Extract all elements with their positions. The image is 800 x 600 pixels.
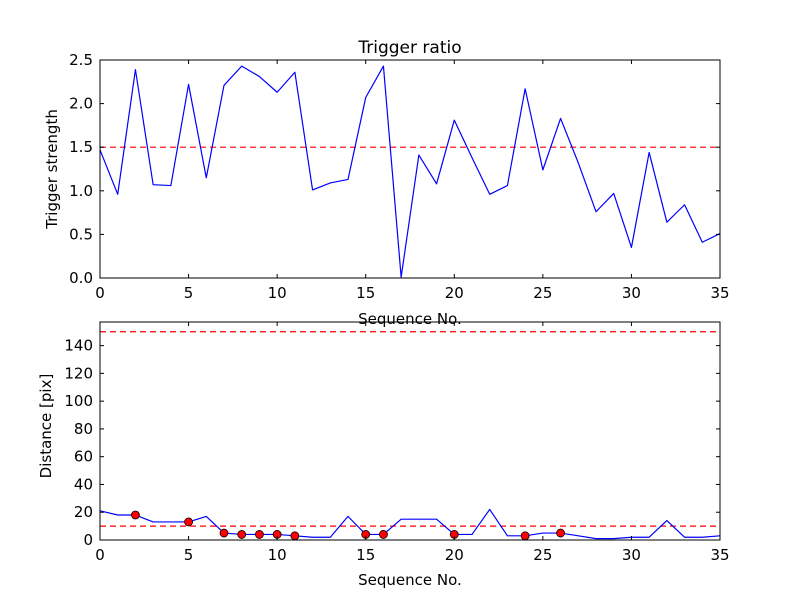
bottom-y-tick-label: 100: [64, 392, 93, 410]
top-data-layer: [99, 65, 721, 278]
top-chart-ylabel: Trigger strength: [43, 109, 61, 230]
top-y-tick-label: 1.5: [69, 138, 93, 156]
bottom-marker-point: [379, 530, 388, 539]
bottom-series-line-0: [99, 508, 721, 540]
distance-subplot: Sequence No. Distance [pix] 0 5 10 15 20 25 30…: [37, 321, 730, 589]
bottom-x-tick-label: 25: [533, 546, 552, 564]
bottom-x-tick-label: 15: [356, 546, 375, 564]
bottom-y-tick-label: 140: [64, 337, 93, 355]
bottom-y-tick-label: 20: [74, 503, 93, 521]
bottom-marker-point: [290, 531, 300, 541]
top-x-tick-label: 0: [95, 284, 105, 302]
top-axes-frame: [99, 59, 721, 279]
top-x-tick-label: 15: [356, 284, 375, 302]
bottom-marker-point: [131, 510, 140, 520]
bottom-x-tick-label: 30: [622, 546, 641, 564]
bottom-marker-point: [237, 530, 247, 539]
bottom-x-tick-label: 5: [184, 546, 194, 564]
top-y-tick-label: 1.0: [69, 182, 93, 200]
bottom-marker-point: [556, 528, 565, 538]
bottom-y-tick-label: 60: [74, 448, 93, 466]
top-x-tick-label: 5: [184, 284, 194, 302]
top-y-tick-label: 0.5: [69, 225, 93, 243]
bottom-x-tick-label: 20: [445, 546, 464, 564]
trigger-ratio-subplot: Trigger ratio Sequence No. Trigger stren…: [43, 38, 730, 328]
top-x-tick-label: 10: [268, 284, 287, 302]
bottom-y-tick-label: 120: [64, 364, 93, 382]
bottom-x-tick-label: 0: [95, 546, 105, 564]
top-x-tick-label: 20: [445, 284, 464, 302]
bottom-chart-ylabel: Distance [pix]: [37, 374, 55, 479]
bottom-marker-point: [219, 528, 229, 538]
top-series-line-0: [99, 65, 721, 278]
bottom-marker-point: [520, 531, 530, 541]
bottom-x-tick-label: 10: [268, 546, 287, 564]
bottom-chart-xlabel: Sequence No.: [358, 571, 462, 589]
bottom-marker-point: [255, 530, 264, 539]
bottom-y-tick-label: 0: [83, 531, 93, 549]
bottom-y-tick-label: 40: [74, 475, 93, 493]
top-x-tick-label: 25: [533, 284, 552, 302]
top-y-tick-label: 0.0: [69, 269, 93, 287]
top-x-tick-label: 30: [622, 284, 641, 302]
bottom-axes-frame: [99, 321, 721, 541]
bottom-x-tick-label: 35: [710, 546, 729, 564]
top-x-tick-label: 35: [710, 284, 729, 302]
bottom-data-layer: [99, 331, 721, 541]
top-chart-title: Trigger ratio: [357, 38, 461, 58]
top-y-tick-label: 2.0: [69, 95, 93, 113]
bottom-y-tick-label: 80: [74, 420, 93, 438]
top-y-tick-label: 2.5: [69, 51, 93, 69]
top-chart-xlabel: Sequence No.: [358, 310, 462, 328]
bottom-marker-point: [184, 517, 193, 527]
